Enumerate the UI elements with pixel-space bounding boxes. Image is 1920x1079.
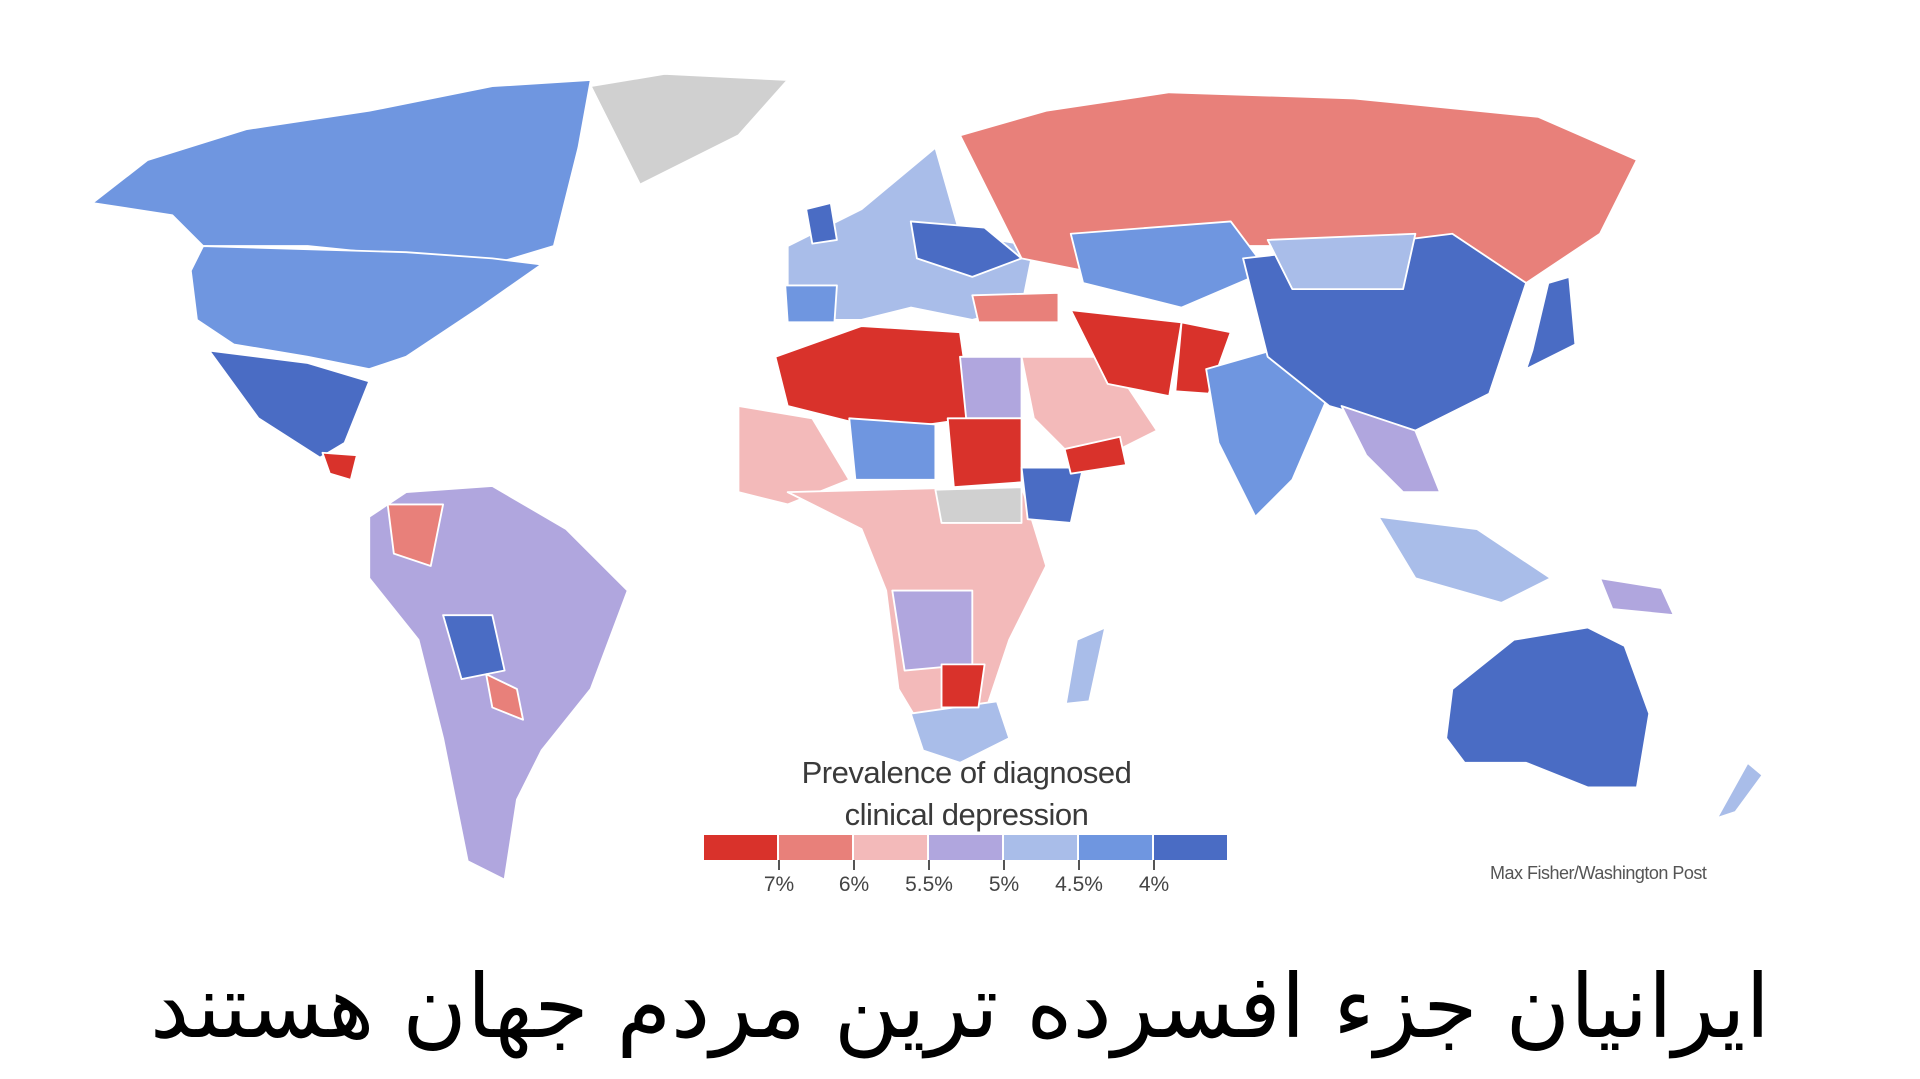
legend-tick-label: 5% (988, 873, 1020, 896)
region-turkey (971, 291, 1060, 324)
legend-tick (1003, 860, 1005, 870)
region-southeast-asia (1340, 405, 1441, 494)
legend-tick (853, 860, 855, 870)
region-greenland (589, 72, 789, 186)
credit-text: Max Fisher/Washington Post (1490, 863, 1707, 883)
region-central-america (321, 451, 358, 481)
region-egypt (959, 355, 1023, 420)
legend-tick-label: 5.5% (905, 873, 953, 896)
legend-swatch (854, 835, 929, 860)
region-madagascar (1064, 626, 1107, 705)
region-sudan (946, 417, 1023, 489)
legend-tick-label: 4.5% (1055, 873, 1103, 896)
legend-tick (1078, 860, 1080, 870)
region-usa (189, 245, 543, 371)
region-japan (1525, 275, 1577, 371)
headline: ایرانیان جزء افسرده ترین مردم جهان هستند (150, 955, 1770, 1058)
region-new-zealand (1716, 761, 1764, 820)
legend-swatch (1079, 835, 1154, 860)
region-north-africa (774, 325, 974, 432)
region-uk (805, 202, 838, 245)
legend-color-scale (704, 835, 1229, 860)
legend-swatch (779, 835, 854, 860)
region-angola (891, 589, 974, 672)
region-zimbabwe (940, 663, 986, 709)
legend-swatch (1004, 835, 1079, 860)
legend-tick (1153, 860, 1155, 870)
legend-swatch (929, 835, 1004, 860)
legend-tick (778, 860, 780, 870)
region-paraguay (485, 673, 524, 721)
region-south-africa (909, 700, 1011, 764)
region-iberia (784, 284, 838, 324)
legend-swatch (1154, 835, 1229, 860)
legend-swatch (704, 835, 779, 860)
region-yemen (1063, 435, 1128, 475)
region-niger (848, 417, 937, 481)
legend-title-line2: clinical depression (844, 797, 1089, 832)
region-bolivia (442, 614, 506, 681)
region-indonesia (1377, 515, 1552, 604)
legend-tick (928, 860, 930, 870)
legend-title-line1: Prevalence of diagnosed (801, 755, 1132, 790)
region-iran (1069, 309, 1183, 398)
region-canada (91, 79, 592, 266)
legend-tick-label: 4% (1138, 873, 1170, 896)
legend-tick-label: 7% (763, 873, 795, 896)
region-papua (1599, 577, 1675, 617)
region-west-africa (737, 405, 851, 506)
region-ukraine (909, 220, 1023, 278)
region-afghanistan (1174, 321, 1232, 395)
region-australia (1445, 626, 1651, 789)
region-mongolia (1266, 232, 1417, 291)
legend-tick-label: 6% (838, 873, 870, 896)
region-ethiopia (1020, 466, 1084, 524)
region-kazakhstan (1069, 220, 1269, 309)
region-south-sudan (934, 486, 1023, 524)
region-mexico (208, 349, 371, 459)
region-colombia (386, 503, 444, 567)
